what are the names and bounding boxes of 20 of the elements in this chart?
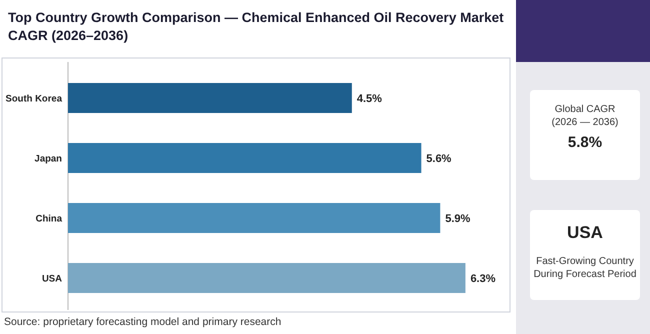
- source-note: Source: proprietary forecasting model and primary research: [4, 316, 282, 328]
- bar: [68, 143, 422, 173]
- y-tick-label: USA: [42, 273, 62, 284]
- y-tick-label: Japan: [34, 153, 62, 164]
- data-label: 5.9%: [445, 212, 470, 225]
- text: During Forecast Period: [534, 269, 636, 280]
- text: Fast-Growing Country: [536, 256, 634, 267]
- data-label: 4.5%: [356, 92, 382, 105]
- bar: [68, 263, 466, 293]
- bar: [68, 83, 352, 113]
- text: 5.8%: [568, 134, 602, 151]
- y-tick-label: South Korea: [6, 93, 63, 104]
- text: (2026 — 2036): [552, 117, 618, 128]
- y-tick-label: China: [36, 213, 63, 224]
- data-label: 6.3%: [470, 272, 496, 285]
- chart-title: Top Country Growth Comparison — Chemical Enhanced Oil Recovery Market CAGR (2026–2036): [8, 10, 504, 43]
- text: USA: [567, 223, 603, 242]
- text: Global CAGR: [554, 104, 616, 115]
- data-label: 5.6%: [426, 152, 452, 165]
- bar: [68, 203, 440, 233]
